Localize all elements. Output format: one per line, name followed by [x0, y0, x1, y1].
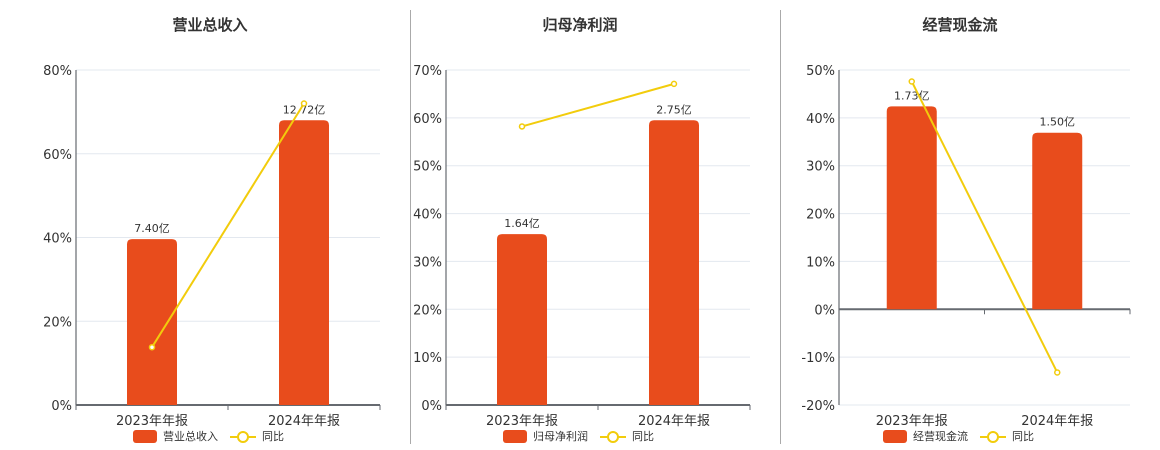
y-tick-label: 0%: [421, 399, 442, 414]
legend-line-swatch-icon: [230, 430, 256, 443]
x-tick-label: 2023年年报: [486, 414, 558, 429]
chart-title-revenue: 营业总收入: [172, 16, 248, 34]
legend-line-label: 同比: [262, 430, 284, 443]
legend-bar-label: 经营现金流: [913, 430, 968, 443]
legend-line-label: 同比: [632, 430, 654, 443]
yoy-point[interactable]: [518, 123, 526, 130]
y-tick-label: 70%: [413, 64, 442, 79]
bar-revenue-1[interactable]: [279, 120, 329, 405]
bar-revenue-0[interactable]: [127, 239, 177, 405]
bar-operating-cashflow-0[interactable]: [886, 106, 937, 310]
yoy-point[interactable]: [148, 343, 156, 351]
legend-net-profit[interactable]: 归母净利润 同比: [503, 428, 654, 444]
y-tick-label: 0%: [814, 303, 835, 318]
bar-value-label: 12.72亿: [283, 103, 326, 116]
y-tick-label: 50%: [413, 160, 442, 175]
x-tick-label: 2023年年报: [876, 414, 948, 429]
y-tick-label: 30%: [413, 255, 442, 270]
legend-line-swatch-icon: [600, 430, 626, 443]
x-tick-label: 2024年年报: [268, 414, 340, 429]
y-tick-label: 0%: [51, 399, 72, 414]
yoy-point[interactable]: [908, 78, 915, 85]
y-tick-label: 60%: [413, 112, 442, 127]
y-tick-label: 40%: [806, 112, 835, 127]
yoy-line: [151, 102, 305, 348]
x-tick-label: 2024年年报: [1021, 414, 1093, 429]
y-tick-label: 80%: [43, 64, 72, 79]
y-tick-label: 50%: [806, 64, 835, 79]
bar-value-label: 2.75亿: [656, 103, 692, 116]
legend-revenue[interactable]: 营业总收入 同比: [133, 428, 284, 444]
bar-net-profit-0[interactable]: [497, 234, 547, 405]
bar-operating-cashflow-1[interactable]: [1032, 132, 1083, 310]
y-tick-label: 40%: [43, 232, 72, 247]
y-tick-label: 20%: [806, 208, 835, 223]
x-tick-label: 2023年年报: [116, 414, 188, 429]
bar-value-label: 7.40亿: [134, 222, 170, 235]
legend-bar-label: 营业总收入: [163, 430, 218, 443]
chart-title-net-profit: 归母净利润: [542, 16, 618, 34]
yoy-point[interactable]: [670, 80, 678, 88]
y-tick-label: 60%: [43, 148, 72, 163]
y-tick-label: 20%: [413, 303, 442, 318]
y-tick-label: -10%: [801, 351, 835, 366]
panel-divider: [780, 10, 781, 444]
yoy-point[interactable]: [300, 100, 308, 107]
legend-bar-swatch: [883, 429, 907, 443]
bar-net-profit-1[interactable]: [649, 120, 699, 405]
legend-line-label: 同比: [1012, 430, 1034, 443]
y-tick-label: -20%: [801, 399, 835, 414]
legend-bar-swatch: [503, 429, 527, 443]
panel-divider: [410, 10, 411, 444]
y-tick-label: 30%: [806, 160, 835, 175]
chart-title-operating-cashflow: 经营现金流: [922, 16, 998, 34]
legend-bar-label: 归母净利润: [533, 430, 588, 443]
legend-operating-cashflow[interactable]: 经营现金流 同比: [883, 428, 1034, 444]
legend-bar-swatch: [133, 429, 157, 443]
y-tick-label: 40%: [413, 208, 442, 223]
y-tick-label: 20%: [43, 315, 72, 330]
yoy-point[interactable]: [1054, 369, 1061, 376]
bar-value-label: 1.64亿: [504, 217, 540, 230]
y-tick-label: 10%: [413, 351, 442, 366]
legend-line-swatch-icon: [980, 430, 1006, 443]
y-tick-label: 10%: [806, 255, 835, 270]
yoy-line: [521, 82, 675, 128]
yoy-line: [910, 81, 1059, 373]
bar-value-label: 1.73亿: [894, 89, 930, 102]
x-tick-label: 2024年年报: [638, 414, 710, 429]
bar-value-label: 1.50亿: [1040, 116, 1076, 129]
